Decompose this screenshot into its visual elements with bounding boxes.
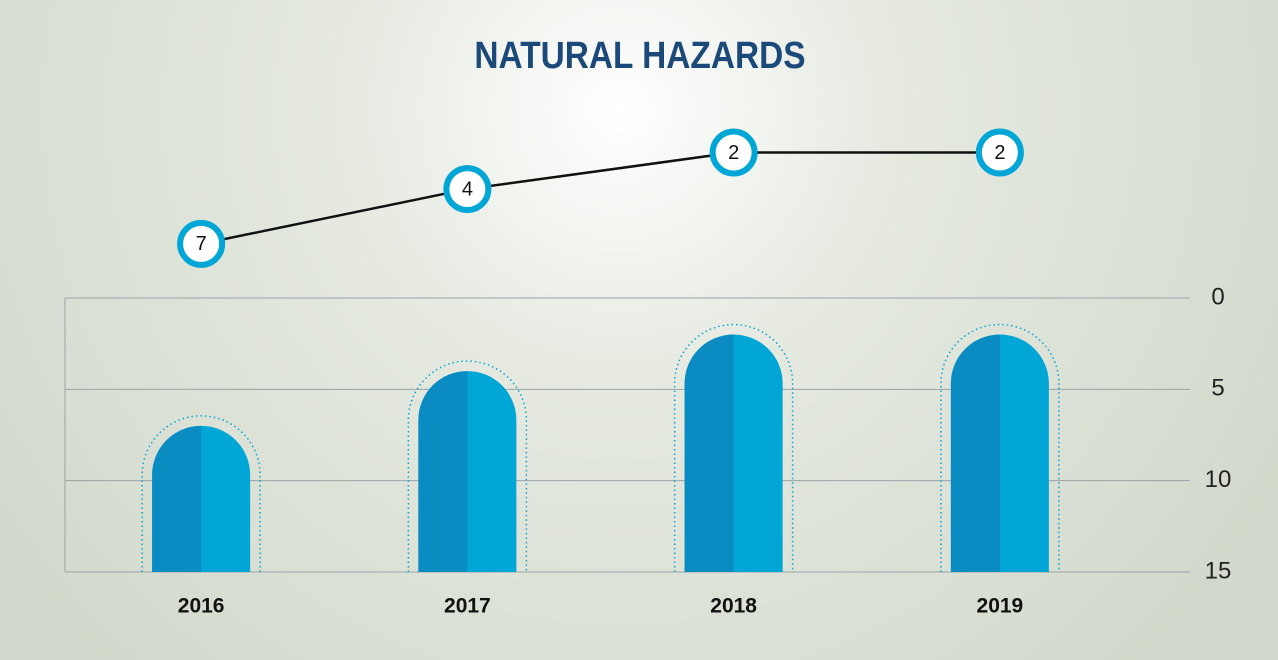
bar-outline xyxy=(673,323,794,572)
value-marker xyxy=(177,219,226,268)
x-tick-label: 2019 xyxy=(977,595,1024,618)
data-label: 2 xyxy=(728,142,739,164)
bar-outline xyxy=(940,323,1060,572)
trend-line xyxy=(200,151,1000,246)
bar-shade xyxy=(950,334,1000,572)
x-tick-label: 2017 xyxy=(444,595,491,618)
value-marker xyxy=(709,128,758,177)
bar-shade xyxy=(152,425,202,572)
bar-outline xyxy=(141,415,261,572)
bar-outline xyxy=(407,360,528,572)
data-label: 2 xyxy=(994,142,1005,164)
y-tick-label: 10 xyxy=(1205,466,1232,493)
bar-shade xyxy=(418,371,468,572)
y-tick-label: 15 xyxy=(1205,557,1232,584)
y-tick-label: 0 xyxy=(1211,283,1224,310)
chart-title: NATURAL HAZARDS xyxy=(474,34,805,76)
bar-shade xyxy=(684,334,734,572)
x-tick-label: 2018 xyxy=(710,595,757,618)
data-label: 4 xyxy=(462,178,473,200)
y-tick-label: 5 xyxy=(1211,375,1224,402)
value-marker xyxy=(443,165,492,214)
x-tick-label: 2016 xyxy=(178,595,225,618)
data-label: 7 xyxy=(196,233,207,255)
value-marker xyxy=(975,128,1024,177)
